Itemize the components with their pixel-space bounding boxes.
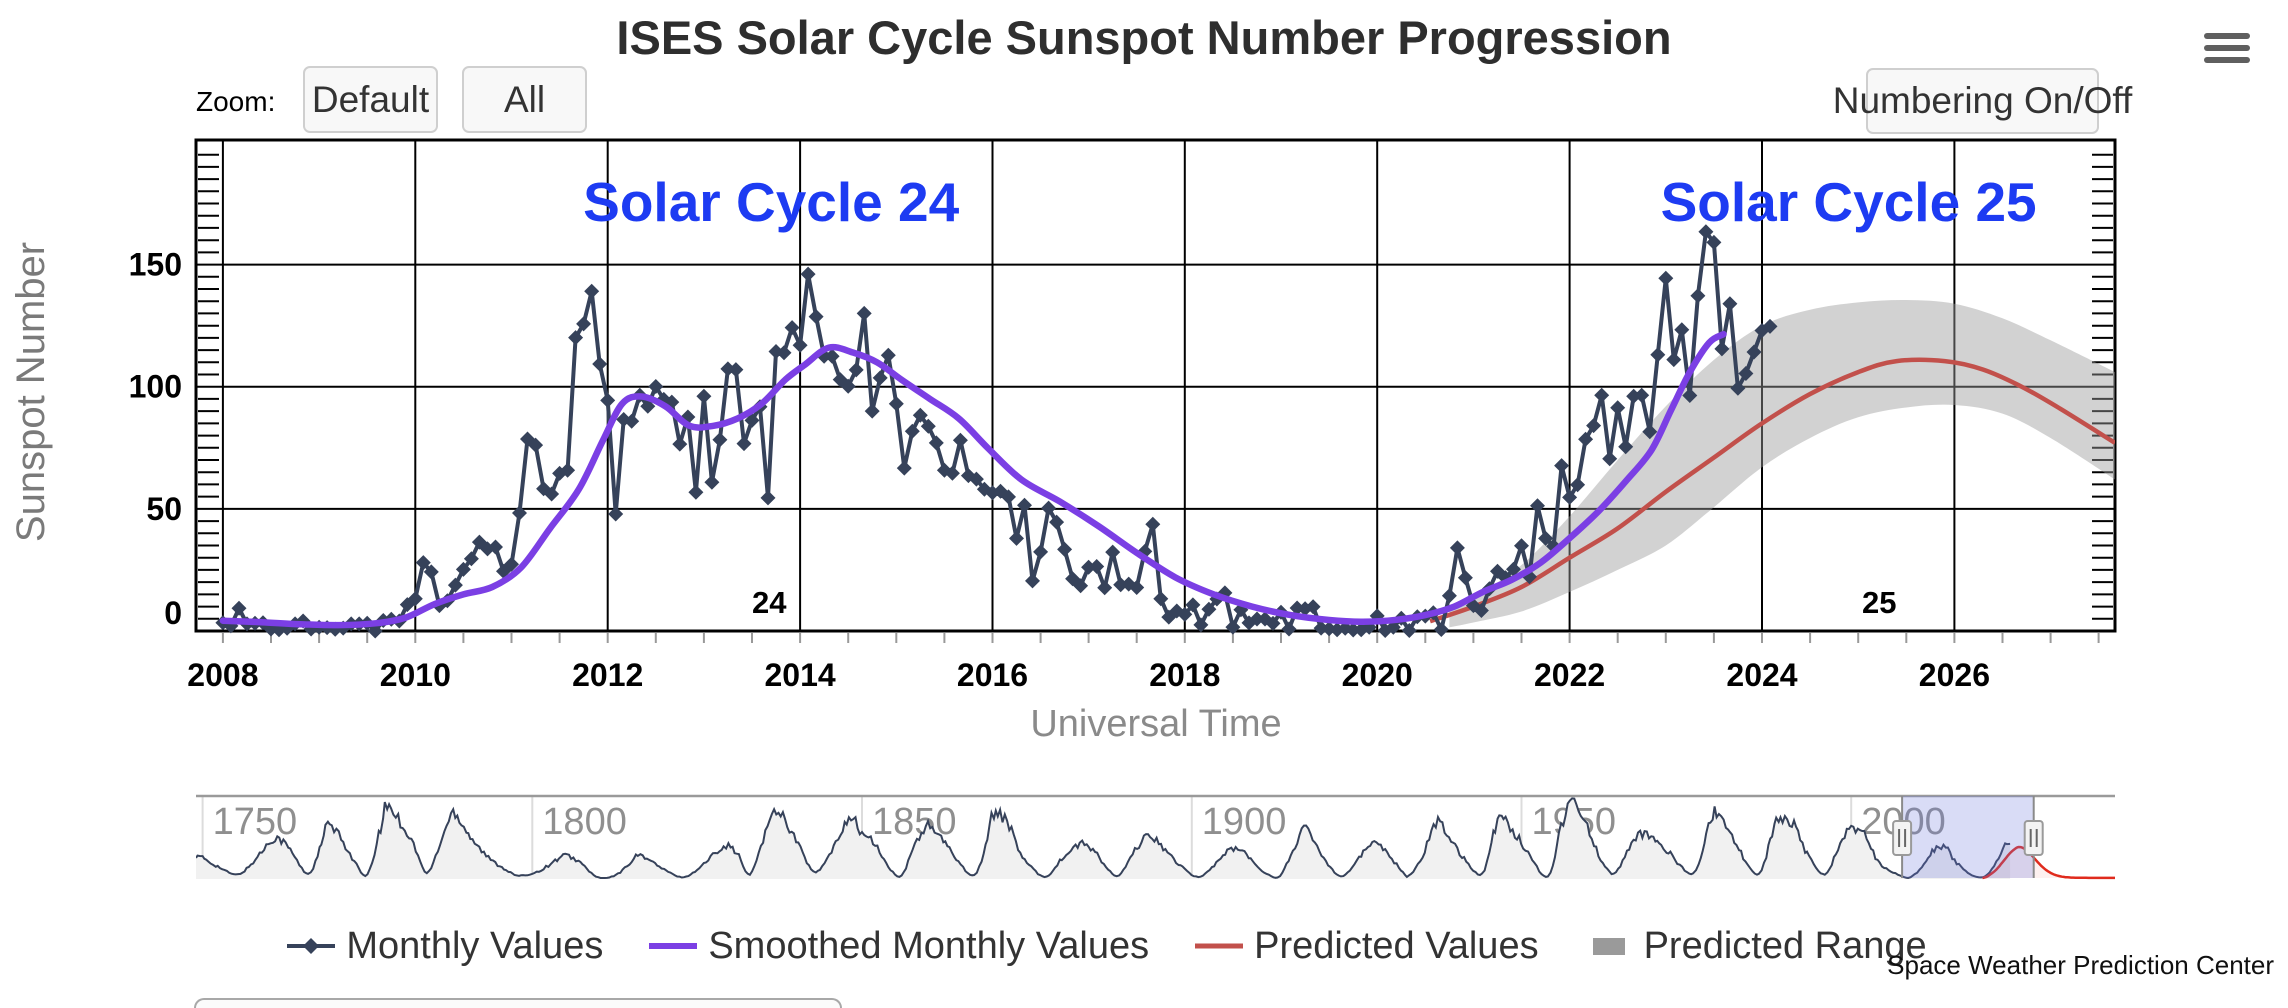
svg-text:2014: 2014: [765, 657, 836, 693]
numbering-toggle-button[interactable]: Numbering On/Off: [1833, 68, 2132, 134]
chart-legend: Monthly Values Smoothed Monthly Values Pre…: [0, 920, 2212, 972]
svg-text:2016: 2016: [957, 657, 1028, 693]
svg-text:2022: 2022: [1534, 657, 1605, 693]
svg-text:1900: 1900: [1202, 801, 1287, 843]
legend-swatch-smoothed-monthly-values: [649, 943, 698, 949]
svg-text:2010: 2010: [380, 657, 451, 693]
navigator-handle-right[interactable]: [2023, 820, 2044, 856]
svg-text:0: 0: [164, 595, 182, 631]
legend-item-monthly-values[interactable]: Monthly Values: [285, 925, 603, 968]
numbering-toggle-label: Numbering On/Off: [1832, 80, 2133, 121]
legend-label-predicted-range: Predicted Range: [1643, 924, 1927, 967]
svg-text:2024: 2024: [1726, 657, 1797, 693]
svg-text:Solar Cycle 25: Solar Cycle 25: [1661, 171, 2037, 233]
zoom-default-button[interactable]: Default: [303, 66, 438, 133]
svg-text:2020: 2020: [1342, 657, 1413, 693]
svg-text:100: 100: [129, 369, 182, 405]
svg-text:2018: 2018: [1149, 657, 1220, 693]
legend-label-smoothed-monthly-values: Smoothed Monthly Values: [708, 924, 1150, 967]
legend-swatch-predicted-range: [1592, 938, 1625, 955]
navigator-selection[interactable]: [1902, 796, 2034, 878]
zoom-all-button[interactable]: All: [462, 66, 587, 133]
svg-text:Universal Time: Universal Time: [1030, 703, 1281, 745]
svg-text:Solar Cycle 24: Solar Cycle 24: [583, 171, 959, 233]
legend-label-predicted-values: Predicted Values: [1254, 924, 1539, 967]
page-title: ISES Solar Cycle Sunspot Number Progress…: [616, 11, 1672, 64]
svg-text:24: 24: [752, 585, 787, 620]
svg-text:2026: 2026: [1919, 657, 1990, 693]
legend-item-predicted-values[interactable]: Predicted Values: [1193, 924, 1539, 968]
svg-text:1800: 1800: [542, 801, 627, 843]
svg-text:1850: 1850: [872, 801, 957, 843]
legend-swatch-predicted-values: [1195, 943, 1244, 949]
zoom-label: Zoom:: [196, 86, 276, 117]
svg-text:Sunspot Number: Sunspot Number: [9, 242, 53, 542]
bottom-partial-panel: [194, 998, 842, 1008]
svg-text:2008: 2008: [187, 657, 258, 693]
svg-text:2012: 2012: [572, 657, 643, 693]
svg-text:1750: 1750: [213, 801, 298, 843]
navigator-handle-left[interactable]: [1892, 820, 1913, 856]
svg-text:25: 25: [1862, 585, 1896, 620]
svg-text:50: 50: [146, 491, 182, 527]
legend-swatch-monthly-values: [287, 938, 336, 954]
credit-text: Space Weather Prediction Center: [1887, 950, 2274, 980]
legend-item-predicted-range[interactable]: Predicted Range: [1583, 925, 1927, 968]
legend-item-smoothed-monthly-values[interactable]: Smoothed Monthly Values: [647, 925, 1149, 968]
legend-label-monthly-values: Monthly Values: [346, 924, 604, 967]
svg-text:150: 150: [129, 247, 182, 283]
hamburger-menu-icon[interactable]: [2204, 33, 2250, 69]
